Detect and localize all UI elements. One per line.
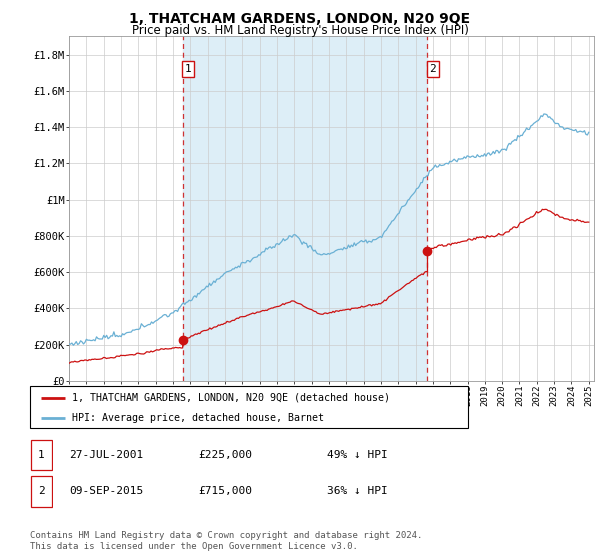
Text: 36% ↓ HPI: 36% ↓ HPI [327, 487, 388, 496]
Text: 2: 2 [430, 64, 436, 74]
Text: Price paid vs. HM Land Registry's House Price Index (HPI): Price paid vs. HM Land Registry's House … [131, 24, 469, 37]
Text: 1: 1 [184, 64, 191, 74]
FancyBboxPatch shape [30, 386, 468, 428]
Text: HPI: Average price, detached house, Barnet: HPI: Average price, detached house, Barn… [71, 413, 323, 423]
Text: 1, THATCHAM GARDENS, LONDON, N20 9QE (detached house): 1, THATCHAM GARDENS, LONDON, N20 9QE (de… [71, 393, 389, 403]
Text: 2: 2 [38, 487, 45, 496]
Text: 27-JUL-2001: 27-JUL-2001 [69, 450, 143, 460]
Text: £225,000: £225,000 [198, 450, 252, 460]
Bar [182, 36, 427, 381]
FancyBboxPatch shape [31, 476, 52, 507]
Text: 1: 1 [38, 450, 45, 460]
Text: Contains HM Land Registry data © Crown copyright and database right 2024.: Contains HM Land Registry data © Crown c… [30, 531, 422, 540]
Text: £715,000: £715,000 [198, 487, 252, 496]
Text: This data is licensed under the Open Government Licence v3.0.: This data is licensed under the Open Gov… [30, 542, 358, 550]
Text: 1, THATCHAM GARDENS, LONDON, N20 9QE: 1, THATCHAM GARDENS, LONDON, N20 9QE [130, 12, 470, 26]
Text: 09-SEP-2015: 09-SEP-2015 [69, 487, 143, 496]
FancyBboxPatch shape [31, 440, 52, 470]
Text: 49% ↓ HPI: 49% ↓ HPI [327, 450, 388, 460]
